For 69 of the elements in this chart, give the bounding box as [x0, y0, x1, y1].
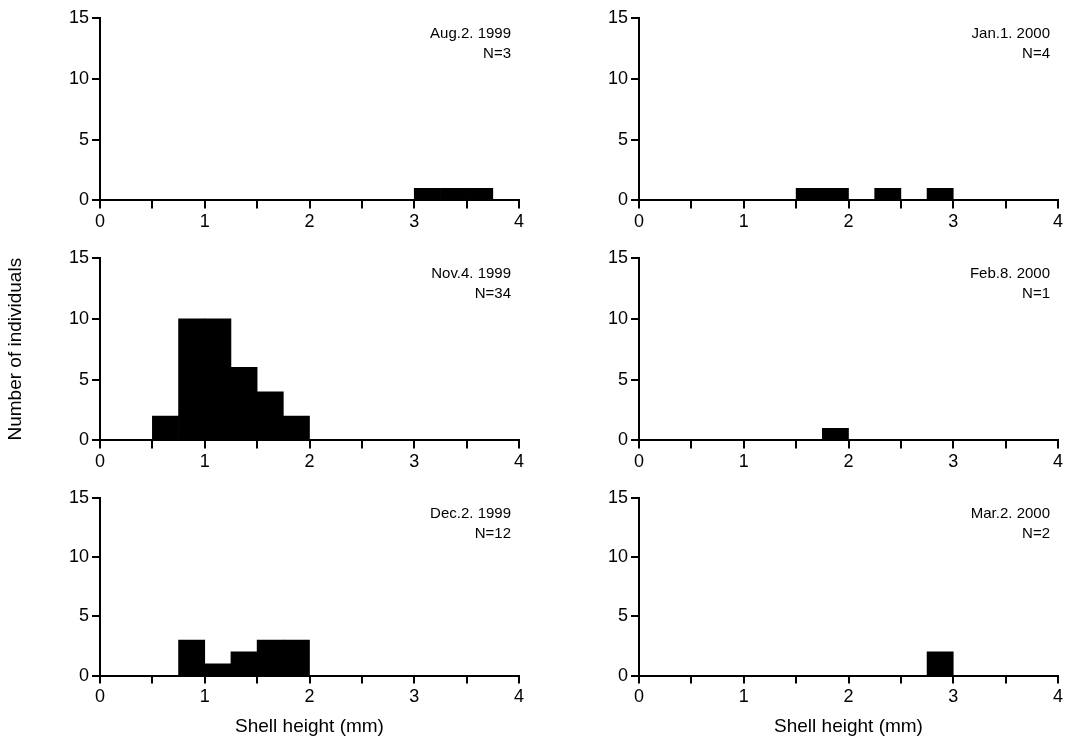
x-tick-label: 1	[738, 451, 749, 472]
x-tick-label: 0	[633, 686, 645, 707]
x-tick-label: 2	[304, 211, 315, 232]
y-tick-label: 10	[607, 307, 628, 328]
y-tick-label: 5	[78, 605, 89, 626]
x-tick-label: 4	[1052, 211, 1064, 232]
y-tick-label: 10	[68, 67, 89, 88]
y-tick-label: 0	[78, 429, 89, 450]
y-tick-label: 10	[68, 546, 89, 567]
x-tick-label: 1	[199, 211, 210, 232]
y-tick-label: 0	[78, 189, 89, 210]
x-tick-label: 2	[304, 451, 315, 472]
y-tick-label: 15	[607, 486, 628, 507]
annotation: N=2	[1022, 523, 1050, 541]
annotation: N=3	[483, 43, 511, 61]
y-tick-label: 10	[68, 307, 89, 328]
x-tick-label: 3	[948, 451, 959, 472]
y-tick-label: 15	[68, 246, 89, 267]
y-tick-label: 5	[617, 368, 628, 389]
x-tick-label: 1	[199, 686, 210, 707]
annotation: Jan.1. 2000	[971, 23, 1050, 41]
y-tick-label: 15	[607, 6, 628, 27]
x-tick-label: 0	[94, 211, 106, 232]
annotation: Aug.2. 1999	[430, 23, 511, 41]
x-tick-label: 3	[409, 211, 420, 232]
annotation: N=1	[1022, 283, 1050, 301]
y-axis-title: Number of individuals	[3, 257, 25, 441]
annotation: N=34	[474, 283, 511, 301]
y-tick-label: 5	[78, 128, 89, 149]
x-tick-label: 0	[94, 686, 106, 707]
x-tick-label: 3	[409, 686, 420, 707]
y-tick-label: 15	[68, 486, 89, 507]
y-tick-label: 0	[617, 429, 628, 450]
annotation: Feb.8. 2000	[969, 263, 1050, 281]
annotation: Dec.2. 1999	[430, 503, 511, 521]
y-tick-label: 15	[68, 6, 89, 27]
x-tick-label: 4	[1052, 686, 1064, 707]
y-tick-label: 5	[617, 128, 628, 149]
x-tick-label: 0	[633, 211, 645, 232]
x-tick-label: 1	[738, 686, 749, 707]
x-tick-label: 1	[738, 211, 749, 232]
y-tick-label: 0	[617, 664, 628, 685]
annotation: Nov.4. 1999	[431, 263, 511, 281]
x-tick-label: 4	[513, 451, 525, 472]
x-tick-label: 3	[948, 211, 959, 232]
y-tick-label: 5	[617, 605, 628, 626]
x-axis-title: Shell height (mm)	[235, 714, 384, 736]
x-tick-label: 2	[304, 686, 315, 707]
annotation: Mar.2. 2000	[970, 503, 1050, 521]
x-tick-label: 2	[843, 686, 854, 707]
y-tick-label: 10	[607, 546, 628, 567]
x-tick-label: 0	[94, 451, 106, 472]
x-tick-label: 0	[633, 451, 645, 472]
x-tick-label: 2	[843, 211, 854, 232]
y-tick-label: 5	[78, 368, 89, 389]
x-tick-label: 3	[948, 686, 959, 707]
annotation: N=4	[1022, 43, 1050, 61]
y-tick-label: 0	[78, 664, 89, 685]
y-tick-label: 15	[607, 246, 628, 267]
x-tick-label: 4	[1052, 451, 1064, 472]
x-tick-label: 4	[513, 211, 525, 232]
x-tick-label: 2	[843, 451, 854, 472]
annotation: N=12	[474, 523, 511, 541]
y-tick-label: 10	[607, 67, 628, 88]
x-tick-label: 4	[513, 686, 525, 707]
x-tick-label: 3	[409, 451, 420, 472]
x-tick-label: 1	[199, 451, 210, 472]
x-axis-title: Shell height (mm)	[774, 714, 923, 736]
y-tick-label: 0	[617, 189, 628, 210]
